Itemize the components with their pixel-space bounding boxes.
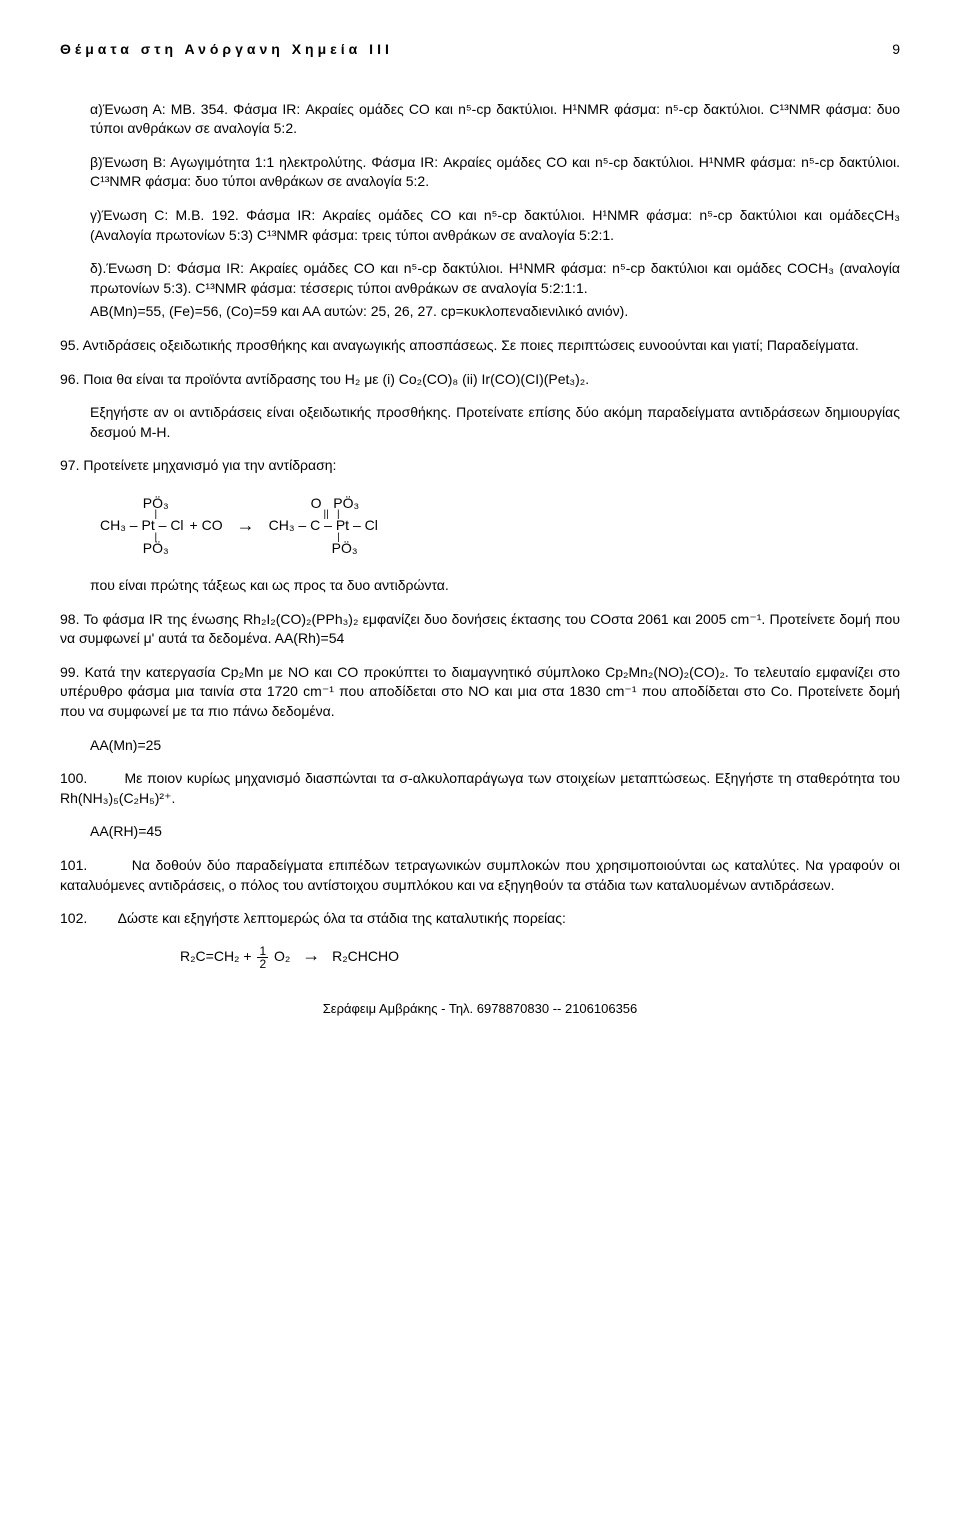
po3-bot-left: PÖ₃ bbox=[115, 541, 169, 556]
cl-right: Cl bbox=[365, 517, 378, 533]
cl-left: Cl bbox=[170, 517, 183, 533]
final-reaction: R₂C=CH₂ + 12 O₂ → R₂CHCHO bbox=[180, 943, 900, 970]
para-d2: ΑΒ(Mn)=55, (Fe)=56, (Co)=59 και ΑΑ αυτών… bbox=[60, 302, 900, 322]
q102: 102. Δώστε και εξηγήστε λεπτομερώς όλα τ… bbox=[60, 909, 900, 929]
page-header: Θέματα στη Ανόργανη Χημεία III 9 bbox=[60, 40, 900, 60]
reactant-molecule: PÖ₃ | CH₃ – Pt – Cl | PÖ₃ bbox=[100, 496, 184, 556]
q97: 97. Προτείνετε μηχανισμό για την αντίδρα… bbox=[60, 456, 900, 476]
q99b: ΑΑ(Mn)=25 bbox=[60, 736, 900, 756]
reaction-arrow: → bbox=[237, 513, 255, 538]
po3-top-left: PÖ₃ bbox=[115, 496, 169, 511]
one-half: 12 bbox=[257, 945, 268, 970]
q96b: Εξηγήστε αν οι αντιδράσεις είναι οξειδωτ… bbox=[60, 403, 900, 442]
q97-tail: που είναι πρώτης τάξεως και ως προς τα δ… bbox=[60, 576, 900, 596]
ch3-right: CH₃ bbox=[269, 517, 295, 533]
q96a: 96. Ποια θα είναι τα προϊόντα αντίδρασης… bbox=[60, 370, 900, 390]
header-title: Θέματα στη Ανόργανη Χημεία III bbox=[60, 40, 393, 60]
page-number: 9 bbox=[892, 40, 900, 60]
q100b: ΑΑ(RH)=45 bbox=[60, 822, 900, 842]
reaction-scheme: PÖ₃ | CH₃ – Pt – Cl | PÖ₃ + CO → O PÖ₃ |… bbox=[100, 496, 900, 556]
final-arrow: → bbox=[302, 945, 320, 965]
q95: 95. Αντιδράσεις οξειδωτικής προσθήκης κα… bbox=[60, 336, 900, 356]
q100: 100. Με ποιον κυρίως μηχανισμό διασπώντα… bbox=[60, 769, 900, 808]
ch3-left: CH₃ bbox=[100, 517, 126, 533]
pt-left: Pt bbox=[142, 517, 155, 533]
para-c: γ)Ένωση C: Μ.Β. 192. Φάσμα IR: Ακραίες ο… bbox=[60, 206, 900, 245]
q98: 98. Το φάσμα IR της ένωσης Rh₂I₂(CO)₂(PP… bbox=[60, 610, 900, 649]
final-o2: O₂ bbox=[274, 948, 290, 964]
c-center: C bbox=[310, 517, 320, 533]
q101: 101. Να δοθούν δύο παραδείγματα επιπέδων… bbox=[60, 856, 900, 895]
page-footer: Σεράφειμ Αμβράκης - Τηλ. 6978870830 -- 2… bbox=[60, 1000, 900, 1018]
final-right: R₂CHCHO bbox=[332, 948, 399, 964]
para-d: δ).Ένωση D: Φάσμα IR: Ακραίες ομάδες CO … bbox=[60, 259, 900, 298]
po3-bot-right: PÖ₃ bbox=[332, 540, 358, 556]
final-left: R₂C=CH₂ + bbox=[180, 948, 252, 964]
pt-right: Pt bbox=[336, 517, 349, 533]
para-b: β)Ένωση Β: Αγωγιμότητα 1:1 ηλεκτρολύτης.… bbox=[60, 153, 900, 192]
para-a: α)Ένωση Α: ΜΒ. 354. Φάσμα IR: Ακραίες ομ… bbox=[60, 100, 900, 139]
plus-co: + CO bbox=[190, 516, 223, 536]
q99: 99. Κατά την κατεργασία Cp₂Mn με NO και … bbox=[60, 663, 900, 722]
product-molecule: O PÖ₃ || | CH₃ – C – Pt – Cl | PÖ₃ bbox=[269, 496, 378, 556]
